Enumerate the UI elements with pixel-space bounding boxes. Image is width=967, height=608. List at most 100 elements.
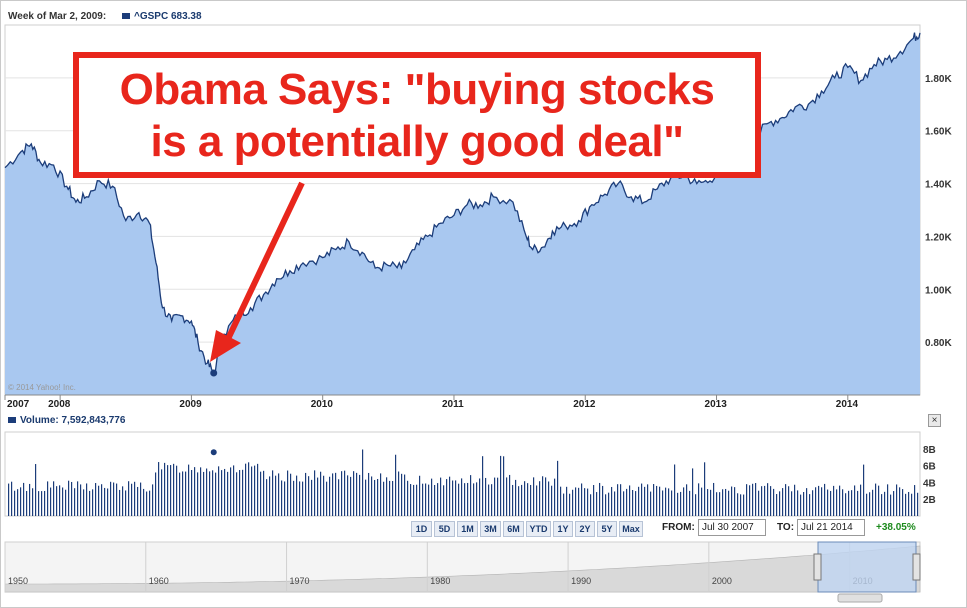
volume-bar (851, 490, 853, 516)
navigator-right-handle[interactable] (912, 553, 921, 581)
range-button-ytd[interactable]: YTD (526, 521, 551, 537)
volume-bar (128, 481, 130, 516)
volume-bar (599, 482, 601, 516)
volume-bar (560, 486, 562, 516)
volume-bar (752, 483, 754, 516)
volume-bar (50, 487, 52, 516)
volume-bar (731, 486, 733, 516)
symbol-legend: ^GSPC 683.38 (122, 11, 202, 22)
navigator-selection[interactable] (817, 541, 917, 593)
volume-bar (431, 478, 433, 516)
volume-bar (563, 493, 565, 516)
volume-bar (347, 475, 349, 516)
volume-bar (443, 485, 445, 516)
from-date-input[interactable]: Jul 30 2007 (698, 519, 766, 536)
volume-bar (677, 492, 679, 516)
volume-bar (434, 484, 436, 516)
range-button-2y[interactable]: 2Y (575, 521, 595, 537)
volume-bar (530, 484, 532, 516)
volume-bar (281, 480, 283, 516)
volume-bar (836, 489, 838, 516)
volume-bar (230, 467, 232, 516)
volume-bar (215, 472, 217, 516)
x-tick-label: 2007 (7, 399, 30, 410)
volume-bar (71, 481, 73, 516)
volume-bar (350, 476, 352, 516)
volume-bar (761, 486, 763, 516)
volume-bar (515, 479, 517, 516)
volume-bar (170, 465, 172, 516)
range-button-1d[interactable]: 1D (411, 521, 432, 537)
volume-bar (326, 481, 328, 516)
close-volume-button[interactable]: × (928, 414, 941, 427)
callout-line-2: is a potentially good deal" (150, 117, 685, 166)
volume-bar (878, 485, 880, 516)
x-tick-label: 2009 (179, 399, 202, 410)
volume-bar (617, 484, 619, 516)
volume-bar (59, 485, 61, 516)
volume-bar (842, 489, 844, 516)
navigator-scrollbar[interactable] (837, 593, 883, 603)
navigator-left-handle[interactable] (813, 553, 822, 581)
x-tick-label: 2014 (836, 399, 859, 410)
volume-bar (641, 483, 643, 516)
percent-change: +38.05% (876, 522, 916, 533)
volume-bar (494, 477, 496, 516)
volume-bar (743, 494, 745, 516)
volume-bar (419, 475, 421, 516)
volume-bar (869, 492, 871, 516)
volume-bar (824, 483, 826, 516)
volume-bar (686, 484, 688, 516)
range-button-1m[interactable]: 1M (457, 521, 478, 537)
to-date-input[interactable]: Jul 21 2014 (797, 519, 865, 536)
volume-bar (536, 485, 538, 516)
volume-bar (503, 456, 505, 516)
volume-bar (179, 472, 181, 516)
volume-bar (905, 493, 907, 516)
range-button-max[interactable]: Max (619, 521, 643, 537)
volume-bar (581, 483, 583, 516)
volume-bar (314, 470, 316, 516)
volume-bar (845, 493, 847, 516)
price-y-ticks: 0.80K 1.00K 1.20K 1.40K 1.60K 1.80K (925, 74, 952, 349)
volume-bar (65, 489, 67, 516)
volume-bar (626, 488, 628, 516)
volume-bar (86, 483, 88, 516)
volume-bar (593, 485, 595, 516)
volume-bar (767, 483, 769, 516)
callout-line-1: Obama Says: "buying stocks (119, 65, 715, 114)
range-button-5y[interactable]: 5Y (597, 521, 617, 537)
volume-bar (908, 491, 910, 516)
volume-bar (887, 484, 889, 516)
volume-bar (167, 465, 169, 516)
range-button-1y[interactable]: 1Y (553, 521, 573, 537)
volume-bar (452, 480, 454, 516)
volume-bar (542, 476, 544, 516)
volume-bar (422, 483, 424, 516)
price-highlight-marker[interactable] (210, 369, 218, 377)
volume-bar (176, 465, 178, 516)
volume-bar (398, 471, 400, 516)
price-area (5, 32, 920, 395)
x-tick-label: 2012 (573, 399, 596, 410)
volume-bar (590, 494, 592, 516)
volume-bar (212, 470, 214, 516)
volume-bar (722, 489, 724, 516)
volume-bar (746, 484, 748, 516)
volume-bar (830, 490, 832, 516)
volume-bar (101, 484, 103, 516)
volume-bar (470, 475, 472, 516)
volume-bar (131, 483, 133, 516)
range-button-3m[interactable]: 3M (480, 521, 501, 537)
volume-bar (440, 477, 442, 516)
volume-bar (554, 478, 556, 516)
range-button-5d[interactable]: 5D (434, 521, 455, 537)
range-button-6m[interactable]: 6M (503, 521, 524, 537)
volume-bar (44, 490, 46, 516)
volume-bar (437, 483, 439, 516)
volume-bar (353, 471, 355, 516)
volume-bar (614, 491, 616, 516)
volume-bar (368, 472, 370, 516)
volume-bar (428, 484, 430, 516)
volume-highlight-marker[interactable] (210, 449, 217, 456)
